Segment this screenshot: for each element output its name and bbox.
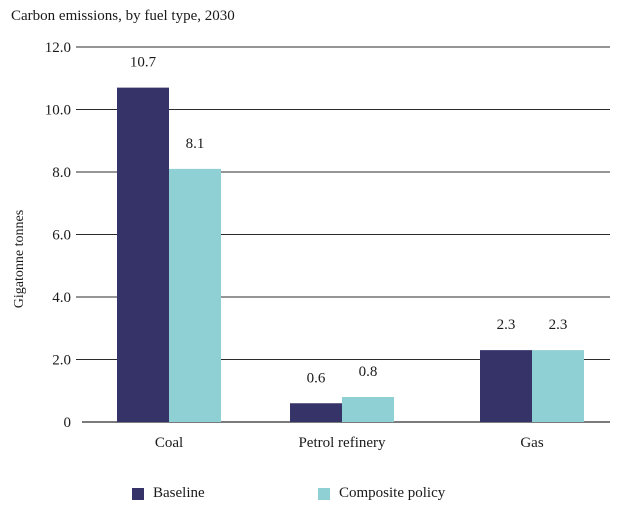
- bar-composite-policy-gas: [532, 350, 584, 422]
- data-label: 2.3: [549, 317, 568, 333]
- data-label: 8.1: [186, 136, 205, 152]
- bar-composite-policy-petrol-refinery: [342, 397, 394, 422]
- data-label: 10.7: [130, 55, 157, 71]
- bar-baseline-coal: [117, 87, 169, 422]
- x-tick-label: Gas: [520, 435, 543, 451]
- y-tick-label: 10.0: [45, 103, 71, 119]
- y-tick-label: 8.0: [52, 165, 71, 181]
- y-tick-label: 12.0: [45, 40, 71, 56]
- y-tick-label: 0: [64, 415, 72, 431]
- data-label: 2.3: [497, 317, 516, 333]
- y-tick-label: 6.0: [52, 228, 71, 244]
- x-tick-label: Petrol refinery: [298, 435, 386, 451]
- bar-composite-policy-coal: [169, 168, 221, 422]
- x-tick-label: Coal: [155, 435, 183, 451]
- bar-baseline-gas: [480, 350, 532, 422]
- x-axis-labels: Coal Petrol refinery Gas: [155, 435, 544, 451]
- y-tick-label: 4.0: [52, 290, 71, 306]
- y-axis-title: Gigatonne tonnes: [12, 210, 27, 308]
- chart-title: Carbon emissions, by fuel type, 2030: [11, 8, 235, 24]
- data-labels: 10.7 0.6 2.3 8.1 0.8 2.3: [130, 55, 568, 387]
- data-label: 0.8: [359, 364, 378, 380]
- bar-baseline-petrol-refinery: [290, 403, 342, 422]
- data-label: 0.6: [307, 370, 326, 386]
- y-axis-ticks: 0 2.0 4.0 6.0 8.0 10.0 12.0: [45, 40, 71, 431]
- y-tick-label: 2.0: [52, 353, 71, 369]
- bars: [117, 87, 584, 422]
